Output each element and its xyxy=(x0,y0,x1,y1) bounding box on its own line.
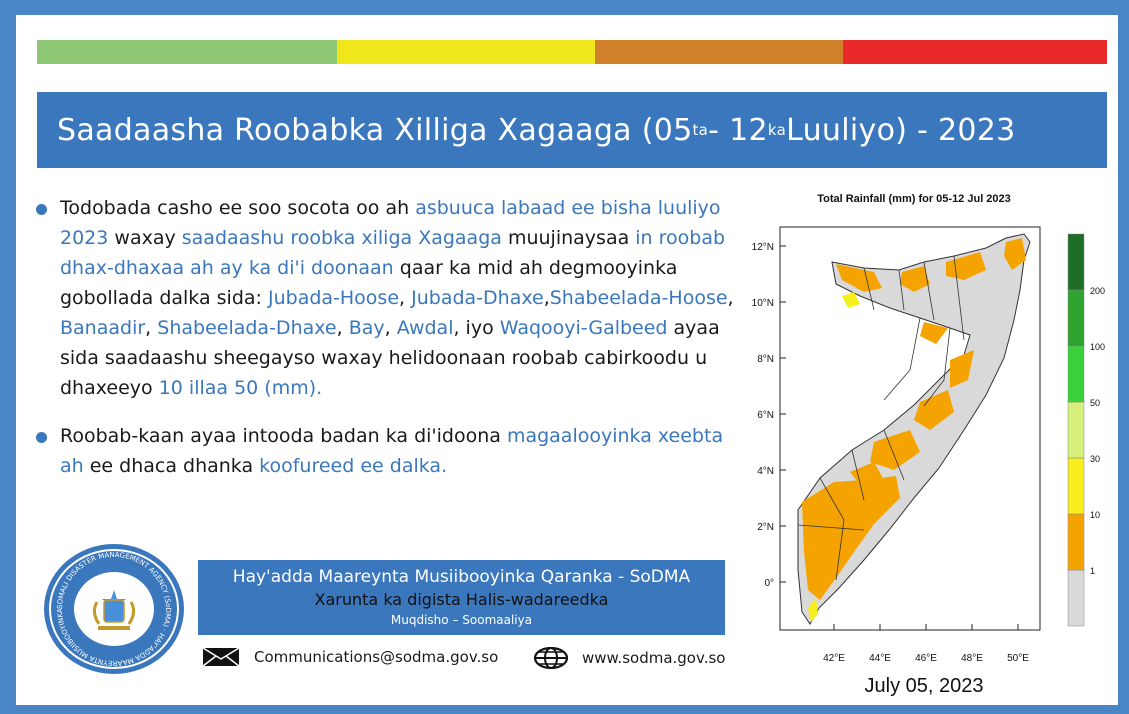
agency-location: Muqdisho – Soomaaliya xyxy=(390,613,533,627)
lon-label-48e: 48°E xyxy=(961,653,983,664)
website-text[interactable]: www.sodma.gov.so xyxy=(582,649,726,667)
region-boundaries xyxy=(797,255,965,581)
highlight-text: Jubada-Hoose xyxy=(267,287,400,309)
email-contact[interactable]: Communications@sodma.gov.so xyxy=(202,647,498,667)
legend-label: 200 xyxy=(1090,286,1105,296)
body-text: , xyxy=(399,287,412,309)
forecast-bullets: Todobada casho ee soo socota oo ah asbuu… xyxy=(36,193,736,499)
envelope-icon xyxy=(202,647,240,667)
body-text: muujinaysaa xyxy=(501,227,636,249)
color-stripes xyxy=(37,40,1107,64)
bulletin-card: Saadaasha Roobabka Xilliga Xagaaga (05 ta… xyxy=(16,15,1118,705)
legend-label: 1 xyxy=(1090,566,1095,576)
body-text: , xyxy=(384,317,397,339)
highlight-text: Shabeelada-Hoose xyxy=(549,287,728,309)
lat-label-group: 12°N 10°N 8°N 6°N 4°N 2°N 0° xyxy=(752,242,774,589)
lat-label-6n: 6°N xyxy=(757,410,774,421)
body-text: , xyxy=(727,287,734,309)
highlight-text: Waqooyi-Galbeed xyxy=(499,317,668,339)
lat-label-0: 0° xyxy=(764,578,774,589)
lon-label-46e: 46°E xyxy=(915,653,937,664)
rainfall-yellow-coast xyxy=(808,598,818,622)
title-sup2: ka xyxy=(767,121,787,139)
map-title: Total Rainfall (mm) for 05-12 Jul 2023 xyxy=(817,193,1011,205)
body-text: qaar ka mid ah degmooyinka gobollada dal… xyxy=(60,257,678,309)
legend-label: 100 xyxy=(1090,342,1105,352)
lat-label-2n: 2°N xyxy=(757,522,774,533)
bullet-dot-icon xyxy=(36,432,47,443)
bullet-text: Roobab-kaan ayaa intooda badan ka di'ido… xyxy=(60,425,723,477)
legend-swatch xyxy=(1067,401,1085,459)
body-text: , xyxy=(145,317,158,339)
rainfall-map: Total Rainfall (mm) for 05-12 Jul 2023 1… xyxy=(752,193,1105,697)
legend-swatch xyxy=(1067,289,1085,347)
sodma-logo: SOMALI DISASTER MANAGEMENT AGENCY (SoDMA… xyxy=(42,542,184,674)
highlight-text: koofureed ee dalka. xyxy=(259,455,448,477)
lat-label-12n: 12°N xyxy=(752,242,774,253)
body-text: waxay xyxy=(108,227,182,249)
legend-swatch xyxy=(1067,457,1085,515)
body-text: Roobab-kaan ayaa intooda badan ka di'ido… xyxy=(60,425,507,447)
body-text: Todobada casho ee soo socota oo ah xyxy=(60,197,416,219)
title-end: Luuliyo) - 2023 xyxy=(786,112,1016,148)
title-main: Saadaasha Roobabka Xilliga Xagaaga (05 xyxy=(57,112,693,148)
body-text: ee dhaca dhanka xyxy=(83,455,260,477)
rainfall-legend: 1 10 30 50 100 200 xyxy=(1067,233,1105,627)
lat-label-4n: 4°N xyxy=(757,466,774,477)
legend-label: 50 xyxy=(1090,398,1100,408)
highlight-text: Banaadir xyxy=(60,317,146,339)
lon-label-group: 42°E 44°E 46°E 48°E 50°E xyxy=(823,653,1029,664)
lon-label-44e: 44°E xyxy=(869,653,891,664)
highlight-text: saadaashu roobka xiliga Xagaaga xyxy=(181,227,502,249)
stripe-red xyxy=(843,40,1107,64)
lon-tick-group xyxy=(833,624,1019,630)
highlight-text: asbuuca labaad ee bisha luuliyo 2023 xyxy=(60,197,721,249)
legend-swatch xyxy=(1067,513,1085,571)
stripe-yellow xyxy=(337,40,595,64)
lat-label-8n: 8°N xyxy=(757,354,774,365)
legend-label: 30 xyxy=(1090,454,1100,464)
rainfall-orange-areas xyxy=(802,238,1026,600)
highlight-text: Shabeelada-Dhaxe xyxy=(157,317,337,339)
lat-label-10n: 10°N xyxy=(752,298,774,309)
highlight-text: Jubada-Dhaxe xyxy=(411,287,544,309)
body-text: ayaa sida saadaashu sheegayso waxay heli… xyxy=(60,317,720,399)
highlight-text: 10 illaa 50 (mm). xyxy=(158,377,323,399)
legend-swatch xyxy=(1067,569,1085,627)
bullet-2: Roobab-kaan ayaa intooda badan ka di'ido… xyxy=(36,421,736,481)
body-text: , iyo xyxy=(453,317,500,339)
legend-label: 10 xyxy=(1090,510,1100,520)
title-sup1: ta xyxy=(692,121,709,139)
map-date: July 05, 2023 xyxy=(865,675,984,697)
lat-tick-group xyxy=(780,245,786,583)
bullet-1: Todobada casho ee soo socota oo ah asbuu… xyxy=(36,193,736,403)
bullet-dot-icon xyxy=(36,204,47,215)
stripe-orange xyxy=(595,40,843,64)
rainfall-yellow-area xyxy=(842,292,860,308)
title-banner: Saadaasha Roobabka Xilliga Xagaaga (05 ta… xyxy=(37,92,1107,168)
agency-box: Hay'adda Maareynta Musiibooyinka Qaranka… xyxy=(198,560,725,635)
highlight-text: in roobab dhax-dhaxaa ah ay ka di'i doon… xyxy=(60,227,726,279)
legend-swatch xyxy=(1067,233,1085,291)
body-text: , xyxy=(543,287,550,309)
agency-unit: Xarunta ka digista Halis-wadareedka xyxy=(314,590,609,609)
lon-label-42e: 42°E xyxy=(823,653,845,664)
body-text: , xyxy=(336,317,349,339)
legend-swatch xyxy=(1067,345,1085,403)
agency-name: Hay'adda Maareynta Musiibooyinka Qaranka… xyxy=(232,567,691,587)
stripe-green xyxy=(37,40,337,64)
website-contact[interactable]: www.sodma.gov.so xyxy=(534,647,725,669)
lon-label-50e: 50°E xyxy=(1007,653,1029,664)
bullet-text: Todobada casho ee soo socota oo ah asbuu… xyxy=(60,197,734,399)
globe-icon xyxy=(534,647,568,669)
email-text[interactable]: Communications@sodma.gov.so xyxy=(254,648,499,666)
title-dash: - 12 xyxy=(708,112,768,148)
highlight-text: Bay xyxy=(348,317,385,339)
highlight-text: magaalooyinka xeebta ah xyxy=(60,425,724,477)
highlight-text: Awdal xyxy=(396,317,454,339)
